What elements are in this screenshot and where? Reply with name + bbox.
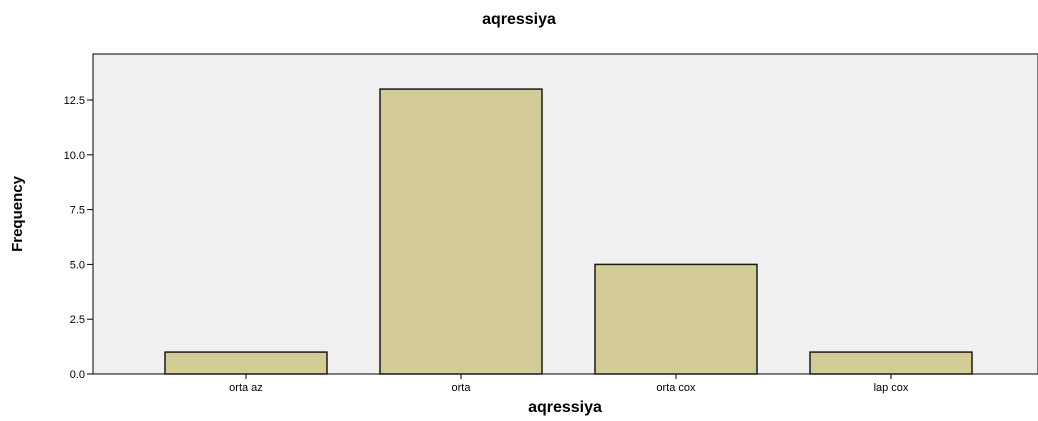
bar-orta-cox	[594, 263, 758, 375]
x-tick-label: orta cox	[656, 382, 696, 394]
bar-orta	[379, 88, 543, 375]
x-tick-label: lap cox	[874, 382, 909, 394]
y-tick-label: 2.5	[70, 314, 85, 326]
x-axis-label: aqressiya	[528, 399, 602, 416]
x-tick-label: orta	[452, 382, 472, 394]
y-axis-ticks: 0.0 2.5 5.0 7.5 10.0 12.5	[64, 95, 93, 381]
y-axis-label: Frequency	[9, 175, 26, 252]
bar-lap-cox	[809, 351, 973, 375]
x-tick-label: orta az	[229, 382, 263, 394]
y-tick-label: 0.0	[70, 369, 85, 381]
y-tick-label: 5.0	[70, 259, 85, 271]
x-axis-ticks: orta az orta orta cox lap cox	[229, 374, 909, 394]
bar-orta-az	[164, 351, 328, 375]
y-tick-label: 7.5	[70, 205, 85, 217]
y-tick-label: 12.5	[64, 95, 85, 107]
plot-area	[92, 53, 1038, 375]
bars-group	[164, 88, 973, 375]
y-tick-label: 10.0	[64, 150, 85, 162]
chart-title: aqressiya	[482, 11, 556, 28]
